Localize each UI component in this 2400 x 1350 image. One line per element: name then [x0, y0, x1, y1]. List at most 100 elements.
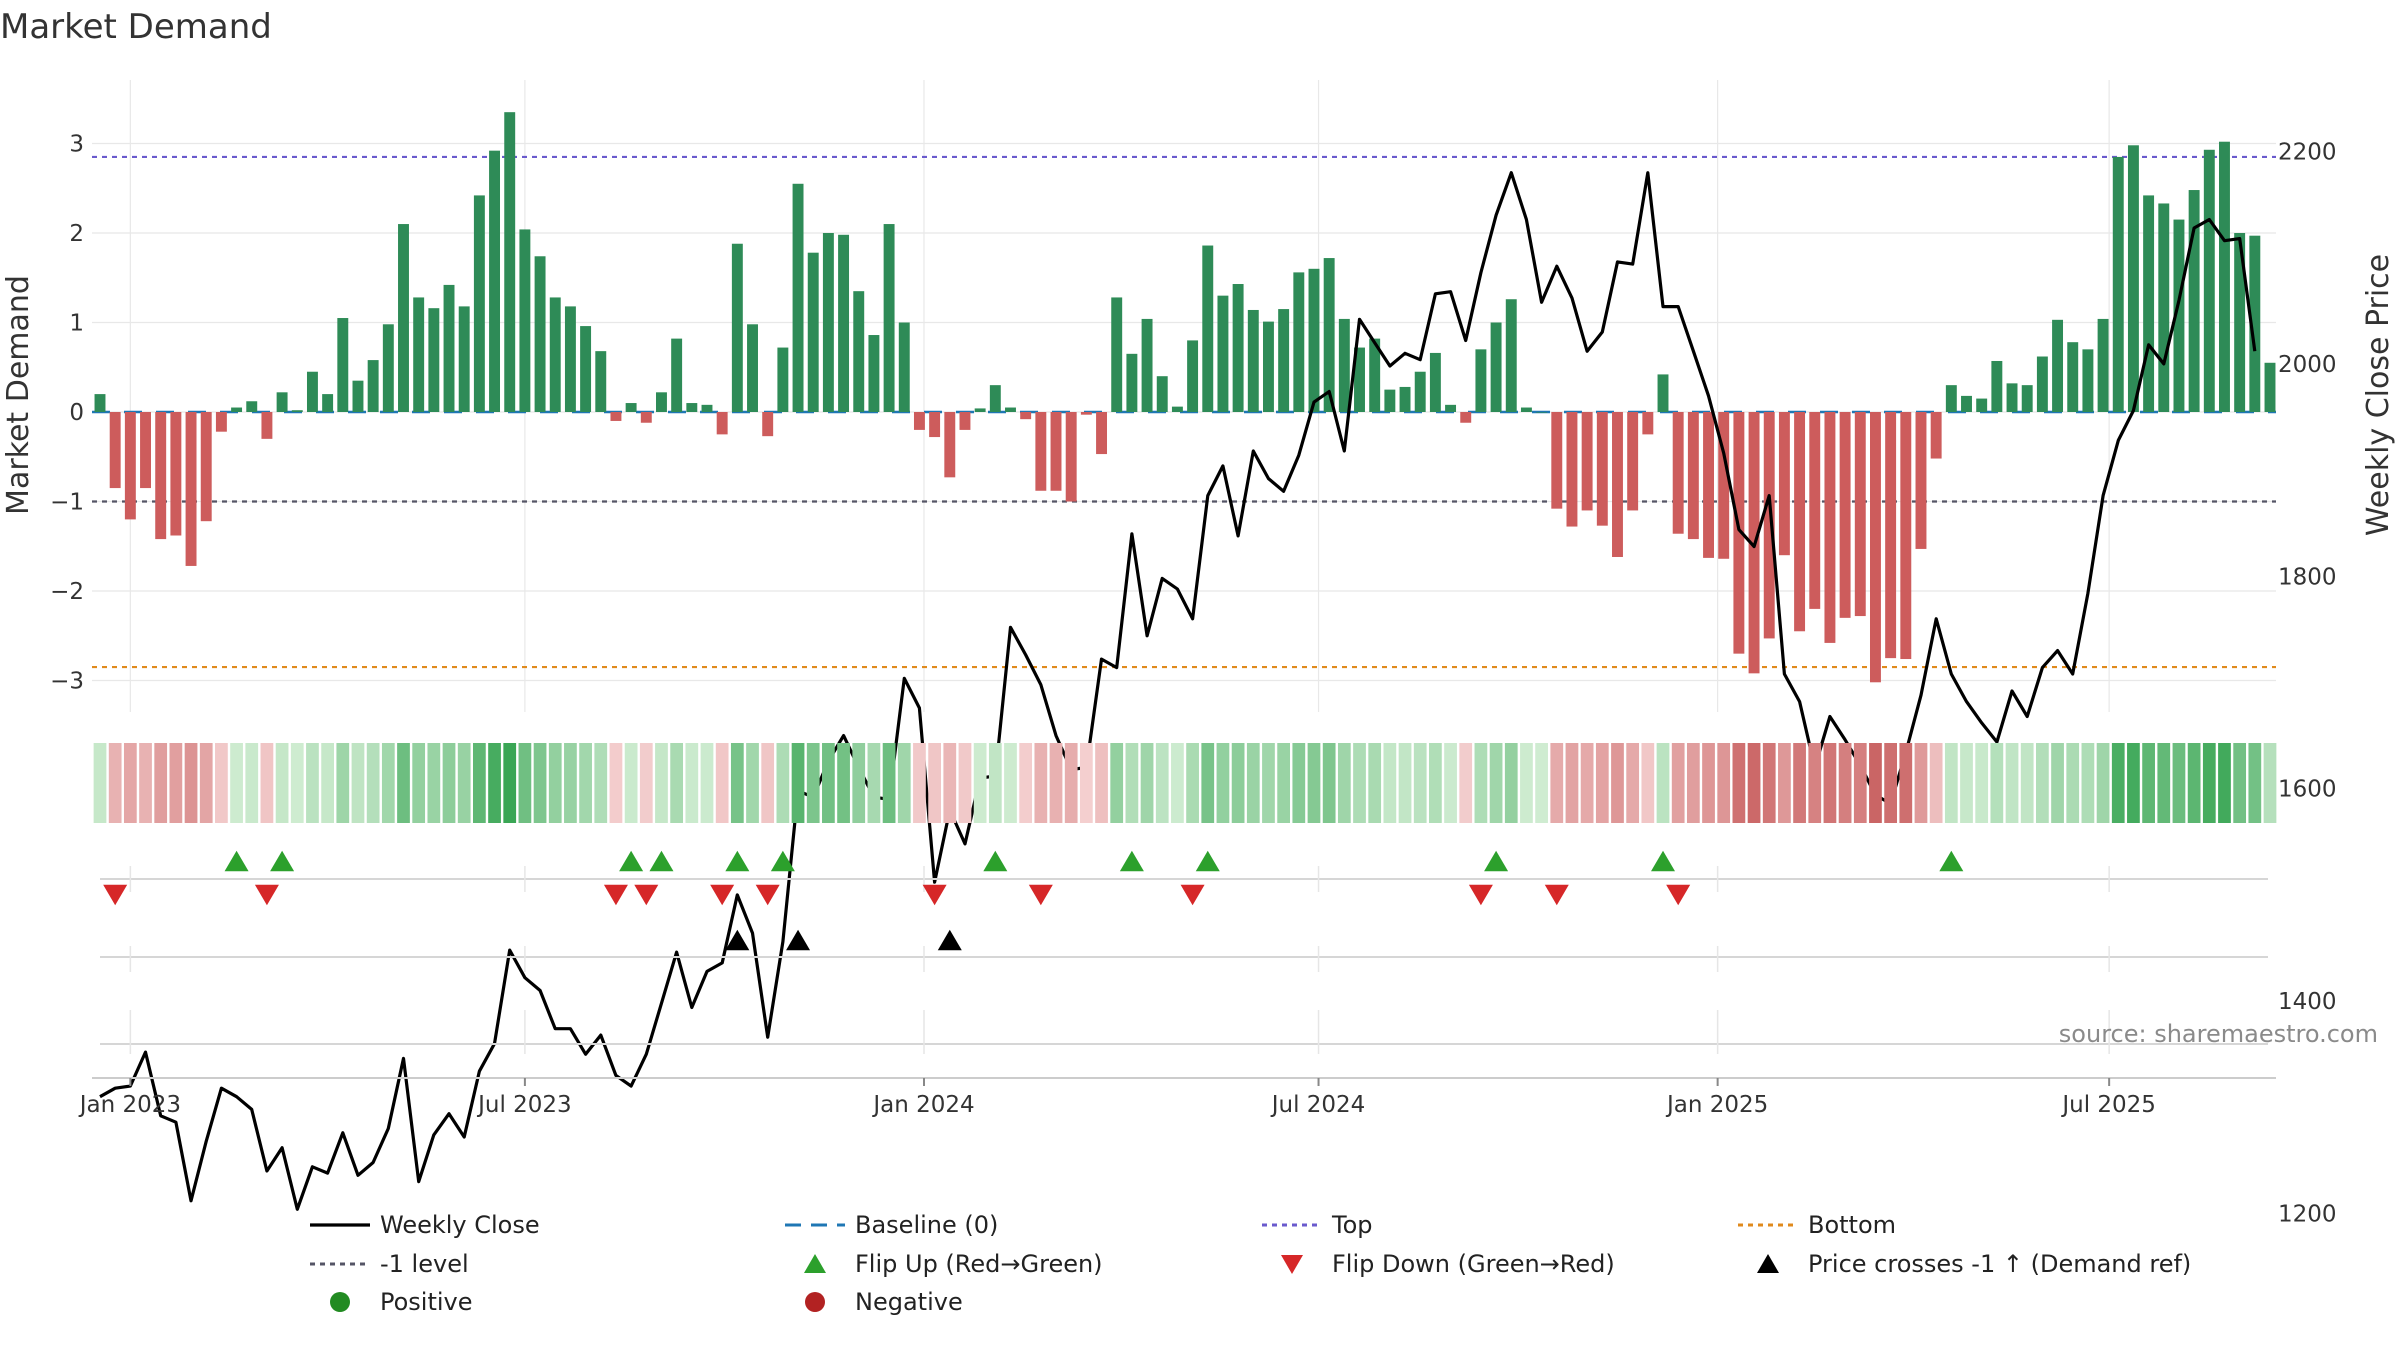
chart-title: Market Demand	[0, 7, 272, 47]
heat-cell	[1899, 743, 1913, 823]
heat-cell	[837, 743, 850, 823]
legend-item: Negative	[805, 1288, 963, 1316]
demand-bar	[519, 229, 531, 412]
demand-bar	[1187, 340, 1199, 412]
signal-markers	[100, 850, 2268, 1054]
flip-up-marker	[270, 850, 295, 872]
demand-bar	[504, 112, 516, 413]
heat-cell	[154, 743, 168, 823]
demand-bars	[94, 112, 2276, 683]
demand-bar	[1338, 318, 1350, 412]
demand-bar	[473, 195, 485, 412]
heat-cell	[1353, 743, 1366, 823]
demand-bar	[185, 412, 197, 566]
demand-bar	[1718, 412, 1730, 559]
heat-cell	[1155, 743, 1169, 823]
demand-bar	[534, 256, 546, 412]
legend-item: Flip Down (Green→Red)	[1281, 1250, 1615, 1278]
heat-cell	[2005, 743, 2019, 823]
flip-down-marker	[1028, 884, 1053, 906]
flip-down-marker	[710, 884, 735, 906]
heat-cell	[1246, 743, 1260, 823]
heat-cell	[306, 743, 319, 823]
heat-cell	[533, 743, 547, 823]
heat-cell	[1004, 743, 1017, 823]
demand-bar	[1520, 407, 1532, 412]
flip-down-marker	[103, 884, 128, 906]
demand-bar	[2234, 233, 2246, 412]
flip-down-marker	[254, 884, 279, 906]
demand-bar	[883, 224, 895, 412]
flip-up-marker	[1484, 850, 1509, 872]
demand-bar	[2219, 141, 2230, 412]
demand-bar	[1612, 412, 1623, 557]
demand-bar	[1020, 412, 1032, 420]
heat-cell	[457, 743, 471, 823]
heat-cell	[442, 743, 456, 823]
demand-bar	[1323, 258, 1335, 412]
demand-bar	[2006, 383, 2018, 412]
flip-up-marker	[1195, 850, 1220, 872]
demand-bar	[124, 412, 136, 520]
legend-swatch	[1281, 1255, 1303, 1274]
demand-bar	[1490, 322, 1502, 412]
demand-bar	[322, 394, 334, 412]
x-tick-label: Jan 2024	[871, 1092, 974, 1118]
flip-down-marker	[1468, 884, 1493, 906]
demand-bar	[170, 412, 182, 536]
heat-cell	[670, 743, 684, 823]
heat-cell	[730, 743, 744, 823]
heat-cell	[488, 743, 501, 823]
heat-cell	[1110, 743, 1124, 823]
heat-cell	[685, 743, 699, 823]
heat-cell	[397, 743, 410, 823]
demand-bar	[1354, 347, 1365, 412]
left-tick-label: −3	[50, 669, 84, 695]
heat-cell	[943, 743, 957, 823]
heat-cell	[897, 743, 911, 823]
heat-cell	[2036, 743, 2049, 823]
demand-bar	[731, 243, 743, 412]
demand-bar	[1551, 412, 1563, 509]
demand-bar	[564, 306, 576, 412]
demand-bar	[2052, 319, 2064, 412]
heat-cell	[564, 743, 577, 823]
heat-cell	[1064, 743, 1078, 823]
heat-cell	[1565, 743, 1579, 823]
heat-cell	[867, 743, 881, 823]
demand-bar	[231, 407, 243, 412]
legend-label: Flip Up (Red→Green)	[855, 1250, 1103, 1278]
demand-heat-strip	[93, 743, 2277, 823]
demand-bar	[94, 394, 106, 412]
right-tick-label: 1200	[2278, 1202, 2337, 1228]
heat-cell	[2096, 743, 2110, 823]
heat-cell	[1201, 743, 1215, 823]
heat-cell	[1960, 743, 1973, 823]
demand-bar	[337, 318, 349, 412]
left-tick-label: −1	[50, 490, 84, 516]
demand-bar	[1414, 371, 1426, 412]
heat-cell	[2202, 743, 2216, 823]
legend-item: -1 level	[310, 1250, 469, 1278]
demand-bar	[1703, 412, 1714, 558]
heat-cell	[1975, 743, 1989, 823]
demand-bar	[1096, 412, 1108, 455]
legend-item: Positive	[330, 1288, 473, 1316]
heat-cell	[1550, 743, 1564, 823]
legend-label: Top	[1331, 1211, 1373, 1239]
demand-bar	[398, 224, 409, 412]
heat-cell	[1717, 743, 1731, 823]
demand-bar	[853, 291, 865, 412]
flip-down-marker	[603, 884, 628, 906]
heat-cell	[1611, 743, 1624, 823]
demand-bar	[1854, 412, 1866, 617]
demand-bar	[2203, 149, 2215, 412]
heat-cell	[624, 743, 638, 823]
heat-cell	[882, 743, 896, 823]
demand-bar	[1991, 360, 2003, 412]
demand-bar	[1733, 412, 1745, 654]
demand-bar	[974, 408, 986, 412]
demand-bar	[2173, 219, 2185, 412]
demand-bar	[246, 401, 258, 412]
demand-bar	[1627, 412, 1639, 511]
